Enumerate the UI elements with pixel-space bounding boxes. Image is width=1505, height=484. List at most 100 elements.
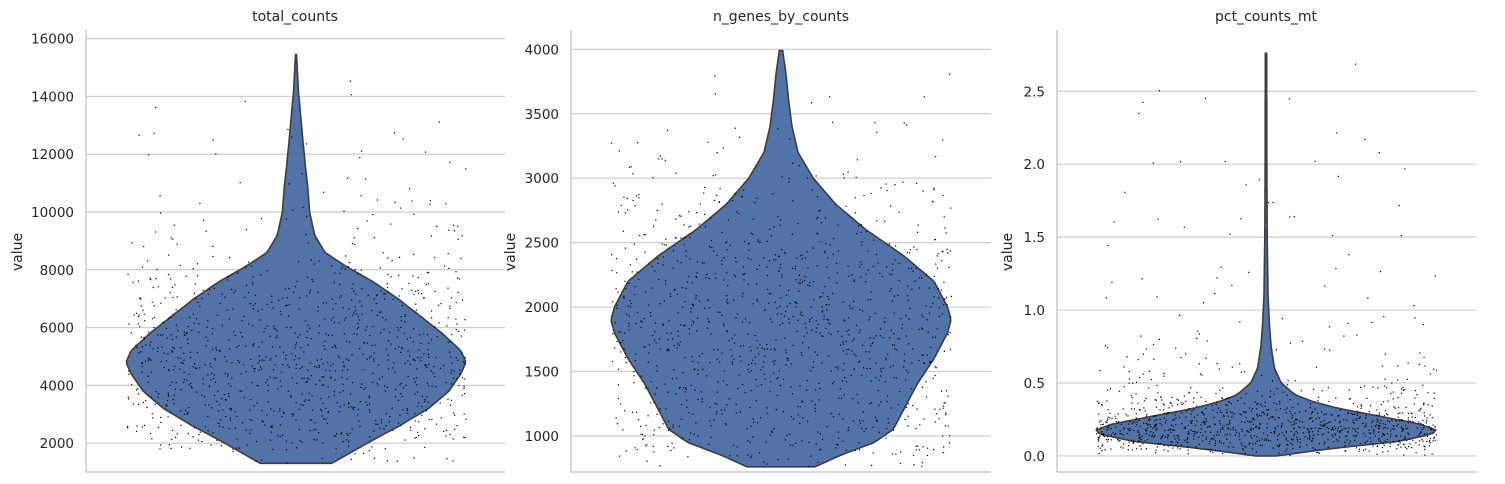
- data-point: [776, 313, 778, 315]
- data-point: [261, 341, 263, 343]
- data-point: [314, 365, 316, 368]
- data-point: [612, 182, 614, 184]
- data-point: [1358, 418, 1360, 420]
- data-point: [1297, 403, 1299, 405]
- data-point: [330, 376, 332, 378]
- data-point: [253, 368, 255, 370]
- data-point: [1169, 402, 1171, 404]
- data-point: [261, 410, 263, 412]
- data-point: [199, 431, 201, 433]
- data-point: [826, 266, 828, 268]
- data-point: [1123, 386, 1125, 388]
- data-point: [619, 403, 622, 405]
- data-point: [1316, 452, 1318, 454]
- data-point: [750, 425, 752, 427]
- data-point: [620, 331, 622, 333]
- data-point: [921, 465, 923, 467]
- data-point: [1128, 378, 1130, 380]
- data-point: [411, 200, 413, 202]
- data-point: [128, 398, 130, 400]
- data-point: [867, 299, 869, 301]
- data-point: [1353, 413, 1355, 415]
- data-point: [1432, 424, 1434, 426]
- data-point: [1206, 340, 1208, 342]
- data-point: [148, 154, 150, 156]
- data-point: [705, 375, 708, 377]
- data-point: [1138, 436, 1140, 438]
- data-point: [373, 457, 376, 459]
- data-point: [913, 464, 915, 466]
- data-point: [260, 218, 262, 220]
- data-point: [458, 385, 460, 387]
- data-point: [784, 252, 787, 254]
- data-point: [1365, 425, 1367, 427]
- data-point: [1253, 435, 1255, 437]
- data-point: [277, 388, 279, 390]
- data-point: [911, 288, 913, 290]
- data-point: [836, 262, 838, 264]
- data-point: [308, 327, 311, 329]
- data-point: [677, 330, 679, 332]
- data-point: [272, 369, 274, 371]
- data-point: [1323, 420, 1325, 422]
- data-point: [733, 299, 735, 301]
- data-point: [859, 422, 862, 424]
- data-point: [342, 307, 344, 309]
- data-point: [1098, 452, 1100, 455]
- data-point: [1111, 417, 1113, 419]
- data-point: [346, 358, 348, 360]
- data-point: [443, 265, 446, 267]
- data-point: [415, 290, 417, 293]
- data-point: [662, 264, 664, 266]
- data-point: [776, 395, 778, 397]
- data-point: [653, 434, 655, 436]
- data-point: [311, 395, 313, 397]
- data-point: [704, 186, 706, 189]
- data-point: [404, 314, 406, 316]
- data-point: [766, 266, 768, 268]
- data-point: [364, 329, 366, 331]
- data-point: [852, 420, 855, 422]
- data-point: [785, 352, 787, 354]
- data-point: [408, 355, 411, 357]
- data-point: [281, 415, 283, 418]
- data-point: [897, 294, 899, 296]
- data-point: [755, 400, 757, 402]
- data-point: [1250, 410, 1253, 412]
- data-point: [676, 347, 678, 349]
- data-point: [656, 413, 658, 415]
- data-point: [218, 350, 220, 352]
- data-point: [1290, 413, 1292, 415]
- data-point: [309, 430, 311, 432]
- data-point: [766, 240, 768, 242]
- data-point: [1408, 446, 1410, 448]
- data-point: [266, 270, 268, 272]
- data-point: [749, 346, 751, 348]
- data-point: [183, 331, 185, 333]
- data-point: [195, 367, 198, 369]
- data-point: [404, 315, 406, 317]
- data-point: [415, 311, 417, 313]
- data-point: [788, 289, 790, 291]
- data-point: [414, 412, 416, 415]
- data-point: [942, 452, 945, 454]
- data-point: [1371, 426, 1373, 428]
- data-point: [1290, 431, 1292, 433]
- data-point: [666, 350, 668, 352]
- data-point: [831, 383, 834, 385]
- data-point: [257, 362, 259, 364]
- data-point: [270, 408, 272, 410]
- data-point: [1272, 416, 1274, 418]
- data-point: [672, 426, 674, 428]
- panel-title-n-genes-by-counts: n_genes_by_counts: [713, 9, 849, 25]
- data-point: [789, 138, 791, 140]
- data-point: [414, 437, 416, 439]
- data-point: [1429, 437, 1431, 439]
- data-point: [822, 335, 824, 337]
- data-point: [892, 429, 895, 431]
- data-point: [1220, 428, 1222, 430]
- data-point: [1374, 425, 1376, 427]
- data-point: [1123, 366, 1125, 368]
- data-point: [873, 337, 875, 339]
- data-point: [1142, 443, 1144, 445]
